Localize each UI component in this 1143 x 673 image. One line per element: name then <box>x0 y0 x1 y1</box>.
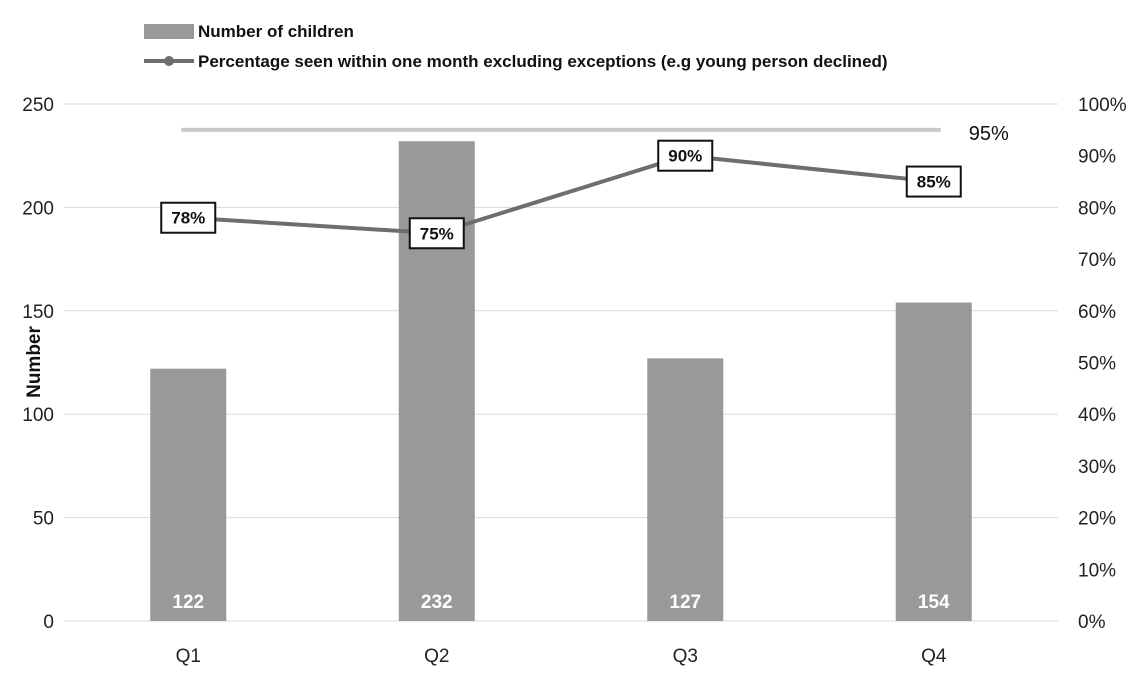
y2-tick-label: 100% <box>1078 95 1127 116</box>
line-data-label-box <box>408 217 465 250</box>
y-tick-label: 50 <box>33 509 54 530</box>
y2-tick-label: 0% <box>1078 612 1106 633</box>
target-label: 95% <box>969 123 1009 145</box>
x-tick-label: Q2 <box>424 646 449 667</box>
percentage-line-group: 78% 75% 90% 85% <box>160 139 962 250</box>
y-axis-left: 0 50 100 150 200 250 <box>22 95 54 633</box>
y2-tick-label: 90% <box>1078 147 1116 168</box>
target-line-group: 95% <box>181 123 1009 145</box>
y2-tick-label: 70% <box>1078 250 1116 271</box>
y2-tick-label: 50% <box>1078 354 1116 375</box>
legend-line-marker <box>164 56 174 66</box>
legend-bar-swatch <box>144 24 194 39</box>
x-tick-label: Q1 <box>176 646 201 667</box>
y-tick-label: 150 <box>22 302 54 323</box>
line-data-label: 75% <box>420 224 454 243</box>
bar <box>895 302 972 621</box>
legend-label-line: Percentage seen within one month excludi… <box>198 52 888 71</box>
bar-data-label: 122 <box>172 592 204 613</box>
line-data-label-box <box>160 201 217 234</box>
line-data-label: 85% <box>917 173 951 192</box>
bar-data-label: 232 <box>421 592 453 613</box>
bars: 122 232 127 154 <box>150 141 972 621</box>
percentage-line <box>188 153 934 236</box>
bar-data-label: 154 <box>918 592 950 613</box>
y2-tick-label: 30% <box>1078 457 1116 478</box>
y-tick-label: 250 <box>22 95 54 116</box>
line-data-label-box <box>657 139 714 172</box>
bar <box>150 368 227 621</box>
x-tick-label: Q3 <box>673 646 698 667</box>
bar <box>647 358 724 621</box>
legend-label-bars: Number of children <box>198 22 354 41</box>
y-tick-label: 0 <box>43 612 54 633</box>
line-data-label: 78% <box>171 209 205 228</box>
y-tick-label: 100 <box>22 405 54 426</box>
y-axis-title: Number <box>24 326 45 398</box>
y2-tick-label: 20% <box>1078 509 1116 530</box>
y2-tick-label: 10% <box>1078 560 1116 581</box>
legend: Number of children Percentage seen withi… <box>144 22 888 71</box>
x-axis: Q1 Q2 Q3 Q4 <box>176 646 947 667</box>
line-data-label: 90% <box>668 147 702 166</box>
y-axis-right: 0% 10% 20% 30% 40% 50% 60% 70% 80% 90% 100% <box>1078 95 1127 633</box>
y2-tick-label: 80% <box>1078 198 1116 219</box>
y2-tick-label: 40% <box>1078 405 1116 426</box>
gridlines <box>64 103 1058 622</box>
bar <box>398 141 475 621</box>
y2-tick-label: 60% <box>1078 302 1116 323</box>
line-data-label-box <box>905 165 962 198</box>
x-tick-label: Q4 <box>921 646 947 667</box>
bar-data-label: 127 <box>669 592 701 613</box>
y-tick-label: 200 <box>22 198 54 219</box>
